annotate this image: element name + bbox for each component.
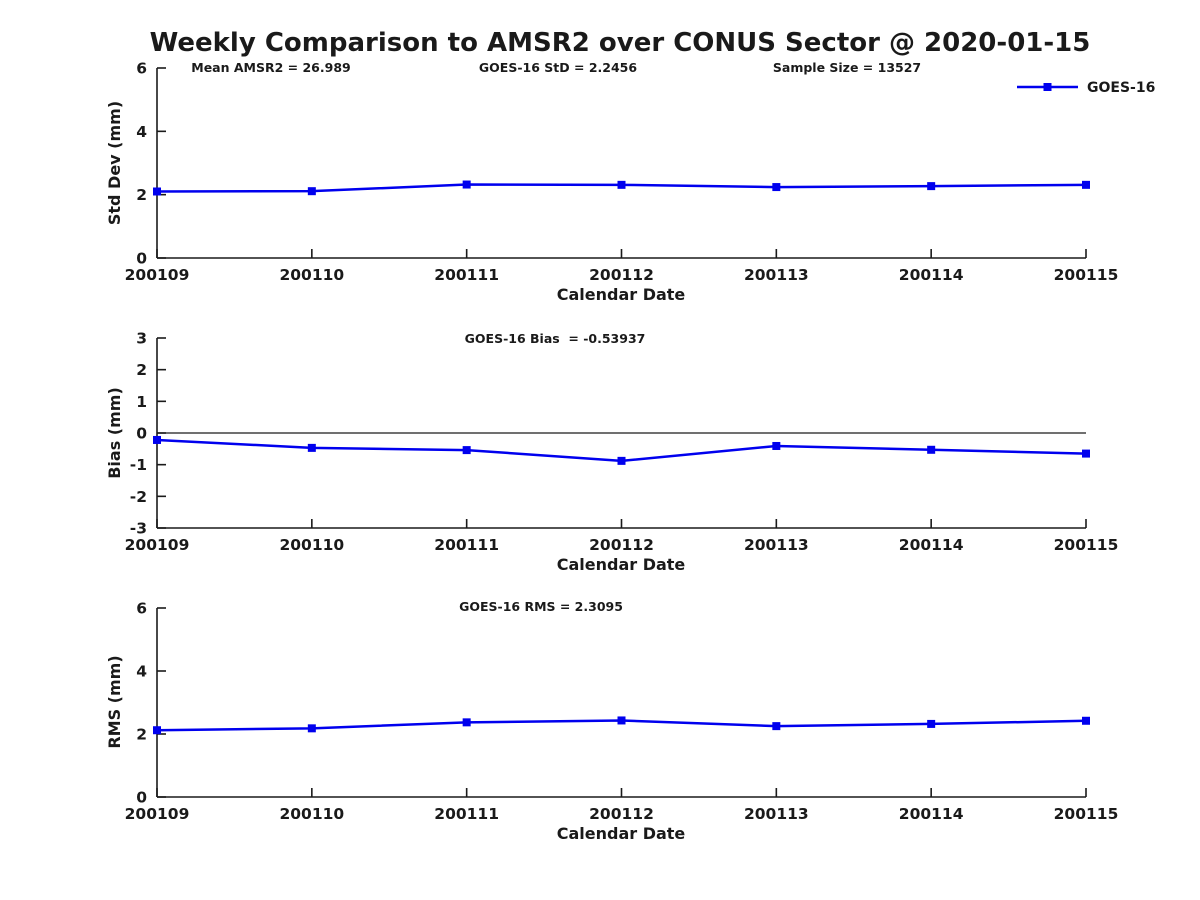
y-tick-label: 2 xyxy=(136,186,147,204)
data-point-marker xyxy=(617,456,626,465)
data-point-marker xyxy=(307,724,316,733)
y-tick-label: 1 xyxy=(136,393,147,411)
y-tick-label: 2 xyxy=(136,726,147,744)
subplot-rms: GOES-16 RMS = 2.3095 RMS (mm) Calendar D… xyxy=(105,599,1118,843)
data-point-marker xyxy=(927,182,936,191)
y-tick-label: -1 xyxy=(130,456,147,474)
subplot-stddev: Mean AMSR2 = 26.989 GOES-16 StD = 2.2456… xyxy=(105,60,1118,305)
plot-area-bias: -3 -2 -1 0 1 2 3 200109 200110 200111 200112 200113… xyxy=(125,330,1119,555)
y-tick-label: 0 xyxy=(136,250,147,268)
x-tick-label: 200110 xyxy=(279,805,344,823)
data-point-marker xyxy=(153,726,161,735)
x-tick-label: 200110 xyxy=(279,536,344,554)
data-point-marker xyxy=(772,722,781,731)
x-tick-label: 200113 xyxy=(744,536,809,554)
data-point-marker xyxy=(772,183,781,192)
y-tick-label: 6 xyxy=(136,600,147,618)
y-tick-label: 4 xyxy=(136,123,147,141)
data-point-marker xyxy=(462,446,471,455)
x-tick-label: 200112 xyxy=(589,805,654,823)
data-point-marker xyxy=(307,187,316,196)
y-axis-label-bias: Bias (mm) xyxy=(105,387,124,479)
x-tick-label: 200115 xyxy=(1054,805,1119,823)
data-point-marker xyxy=(772,441,781,450)
legend-marker xyxy=(1043,83,1052,91)
data-point-marker xyxy=(927,719,936,728)
x-tick-label: 200114 xyxy=(899,536,964,554)
x-axis-label-bias: Calendar Date xyxy=(557,555,686,574)
y-tick-label: 3 xyxy=(136,330,147,348)
y-axis-label-stddev: Std Dev (mm) xyxy=(105,101,124,225)
x-tick-label: 200111 xyxy=(434,536,499,554)
data-point-marker xyxy=(462,180,471,189)
annotation-sample-size: Sample Size = 13527 xyxy=(773,60,921,75)
data-point-marker xyxy=(1082,180,1090,189)
x-tick-label: 200111 xyxy=(434,266,499,284)
annotation-goes16-std: GOES-16 StD = 2.2456 xyxy=(479,60,637,75)
figure-title: Weekly Comparison to AMSR2 over CONUS Se… xyxy=(150,28,1091,58)
y-tick-label: -3 xyxy=(130,520,147,538)
y-tick-label: 2 xyxy=(136,361,147,379)
x-tick-label: 200112 xyxy=(589,266,654,284)
y-axis-label-rms: RMS (mm) xyxy=(105,655,124,748)
x-tick-label: 200111 xyxy=(434,805,499,823)
x-tick-label: 200113 xyxy=(744,805,809,823)
subplot-bias: GOES-16 Bias = -0.53937 Bias (mm) Calend… xyxy=(105,330,1118,575)
x-tick-label: 200114 xyxy=(899,266,964,284)
plot-area-rms: 0 2 4 6 200109 200110 200111 200112 200113 200114… xyxy=(125,600,1119,824)
plot-area-stddev: 0 2 4 6 200109 200110 200111 200112 200113 200114… xyxy=(125,60,1119,285)
data-point-marker xyxy=(153,187,161,196)
data-point-marker xyxy=(462,718,471,727)
data-point-marker xyxy=(617,716,626,725)
y-tick-label: 0 xyxy=(136,789,147,807)
x-tick-label: 200114 xyxy=(899,805,964,823)
x-tick-label: 200115 xyxy=(1054,536,1119,554)
data-point-marker xyxy=(617,180,626,189)
legend-label: GOES-16 xyxy=(1087,80,1155,96)
x-tick-label: 200113 xyxy=(744,266,809,284)
data-point-marker xyxy=(927,445,936,454)
data-point-marker xyxy=(307,443,316,452)
x-tick-label: 200115 xyxy=(1054,266,1119,284)
x-axis-label-rms: Calendar Date xyxy=(557,824,686,843)
x-axis-label-stddev: Calendar Date xyxy=(557,285,686,304)
y-tick-label: 4 xyxy=(136,663,147,681)
annotation-mean-amsr2: Mean AMSR2 = 26.989 xyxy=(191,60,350,75)
x-tick-label: 200109 xyxy=(125,536,190,554)
data-point-marker xyxy=(1082,449,1090,458)
x-tick-label: 200109 xyxy=(125,266,190,284)
x-tick-label: 200109 xyxy=(125,805,190,823)
x-tick-label: 200112 xyxy=(589,536,654,554)
legend: GOES-16 xyxy=(1017,80,1155,96)
y-tick-label: 6 xyxy=(136,60,147,78)
data-point-marker xyxy=(153,435,161,444)
x-tick-label: 200110 xyxy=(279,266,344,284)
y-tick-label: 0 xyxy=(136,425,147,443)
annotation-goes16-rms: GOES-16 RMS = 2.3095 xyxy=(459,599,623,614)
data-point-marker xyxy=(1082,716,1090,725)
y-tick-label: -2 xyxy=(130,488,147,506)
annotation-goes16-bias: GOES-16 Bias = -0.53937 xyxy=(465,331,646,346)
